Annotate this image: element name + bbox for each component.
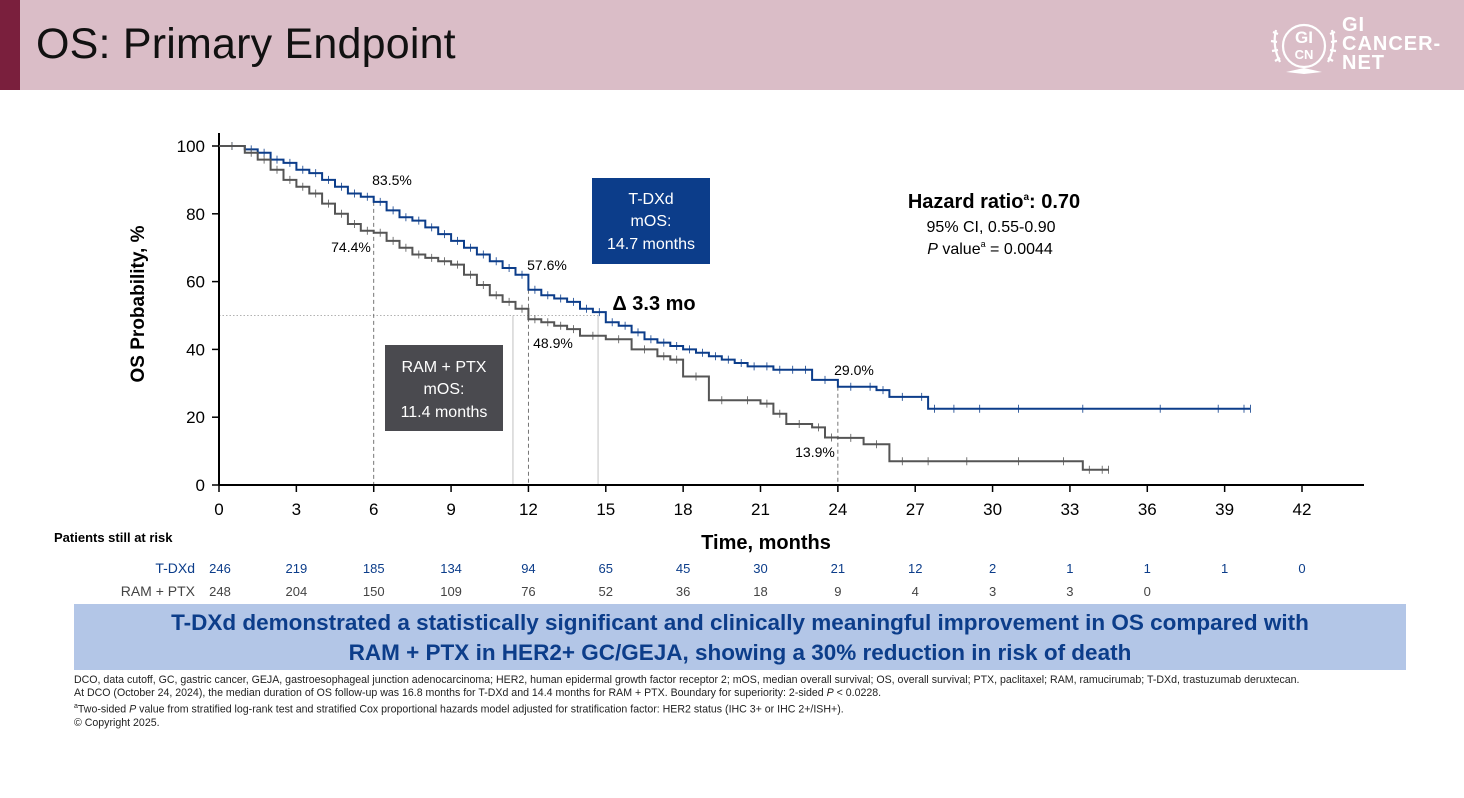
ram-median-box: RAM + PTX mOS: 11.4 months [385,345,503,431]
at-risk-count: 134 [440,561,462,576]
banner-line-1: T-DXd demonstrated a statistically signi… [171,610,1309,635]
x-tick-label: 24 [828,500,847,519]
y-tick-label: 20 [186,408,205,427]
ram-box-line3: 11.4 months [401,404,488,421]
x-tick-label: 36 [1138,500,1157,519]
x-tick-label: 21 [751,500,770,519]
y-axis-title: OS Probability, % [128,225,149,382]
logo-line-2: CANCER- [1342,33,1442,55]
at-risk-count: 204 [286,584,308,599]
x-tick-label: 33 [1060,500,1079,519]
x-tick-label: 39 [1215,500,1234,519]
hr-ci: 95% CI, 0.55-0.90 [927,219,1056,236]
km-curve-ram [219,145,1109,471]
at-risk-count: 4 [912,584,919,599]
label-tdxd-12mo: 57.6% [527,257,567,273]
footnote-a: aTwo-sided P value from stratified log-r… [74,703,844,716]
at-risk-count: 36 [676,584,690,599]
delta-median-label: Δ 3.3 mo [612,293,695,315]
x-tick-label: 3 [292,500,301,519]
logo-line-1: GI [1342,14,1366,36]
banner-line-2: RAM + PTX in HER2+ GC/GEJA, showing a 30… [348,640,1132,665]
chart-series [219,142,1251,474]
at-risk-count: 246 [209,561,231,576]
hr-title: Hazard ratioa: 0.70 [908,191,1080,213]
x-axis-title: Time, months [701,532,831,554]
at-risk-count: 76 [521,584,535,599]
label-ram-24mo: 13.9% [795,444,835,460]
x-tick-label: 42 [1293,500,1312,519]
at-risk-count: 0 [1298,561,1305,576]
logo-emblem-top: GI [1295,28,1313,47]
at-risk-count: 1 [1221,561,1228,576]
tdxd-box-line1: T-DXd [628,191,673,208]
gi-cancer-net-logo-icon: GI CN [1270,23,1338,74]
label-tdxd-6mo: 83.5% [372,172,412,188]
at-risk-count: 18 [753,584,767,599]
hazard-ratio-block: Hazard ratioa: 0.70 95% CI, 0.55-0.90 P … [908,191,1080,258]
logo-line-3: NET [1342,52,1385,74]
at-risk-count: 2 [989,561,996,576]
x-tick-label: 27 [906,500,925,519]
at-risk-count: 3 [989,584,996,599]
y-tick-label: 80 [186,205,205,224]
at-risk-label-ram: RAM + PTX [121,583,196,599]
at-risk-count: 1 [1144,561,1151,576]
tdxd-box-line2: mOS: [631,213,672,230]
footnote-abbreviations: DCO, data cutoff, GC, gastric cancer, GE… [74,674,1300,686]
at-risk-count: 52 [599,584,613,599]
at-risk-count: 219 [286,561,308,576]
at-risk-count: 94 [521,561,535,576]
at-risk-count: 30 [753,561,767,576]
at-risk-count: 1 [1066,561,1073,576]
y-tick-label: 0 [196,476,205,495]
footnote-dco: At DCO (October 24, 2024), the median du… [74,687,882,699]
x-tick-label: 0 [214,500,223,519]
label-tdxd-24mo: 29.0% [834,362,874,378]
hr-p-value: P valuea = 0.0044 [927,239,1053,258]
at-risk-count: 9 [834,584,841,599]
at-risk-count: 185 [363,561,385,576]
y-tick-label: 40 [186,340,205,359]
at-risk-title: Patients still at risk [54,530,173,545]
logo-wordmark: GI CANCER- NET [1342,14,1442,74]
at-risk-count: 12 [908,561,922,576]
at-risk-count: 21 [831,561,845,576]
header-accent-bar [0,0,20,90]
x-tick-label: 15 [596,500,615,519]
label-ram-12mo: 48.9% [533,335,573,351]
at-risk-count: 0 [1144,584,1151,599]
at-risk-label-tdxd: T-DXd [155,560,195,576]
footnote-copyright: © Copyright 2025. [74,716,160,729]
at-risk-count: 248 [209,584,231,599]
x-tick-label: 30 [983,500,1002,519]
slide-header: OS: Primary Endpoint GI CN GI CANCER- NE… [0,0,1464,90]
ram-box-line1: RAM + PTX [402,359,487,376]
x-tick-label: 9 [446,500,455,519]
footnotes: DCO, data cutoff, GC, gastric cancer, GE… [74,674,1404,730]
chart-labels: OS Probability, % Time, months 83.5% 74.… [54,172,1080,599]
tdxd-box-line3: 14.7 months [607,236,695,253]
conclusion-banner: T-DXd demonstrated a statistically signi… [74,604,1406,670]
censor-marks-ram [231,142,1109,474]
at-risk-count: 45 [676,561,690,576]
y-tick-label: 60 [186,273,205,292]
y-tick-label: 100 [177,137,205,156]
slide-title: OS: Primary Endpoint [36,20,456,68]
x-tick-label: 6 [369,500,378,519]
tdxd-median-box: T-DXd mOS: 14.7 months [592,178,710,264]
logo-emblem-bottom: CN [1295,47,1314,62]
guide-lines [219,201,839,485]
at-risk-count: 109 [440,584,462,599]
at-risk-count: 150 [363,584,385,599]
at-risk-count: 3 [1066,584,1073,599]
ram-box-line2: mOS: [424,381,465,398]
at-risk-count: 65 [599,561,613,576]
label-ram-6mo: 74.4% [331,239,371,255]
x-tick-label: 18 [674,500,693,519]
x-tick-label: 12 [519,500,538,519]
